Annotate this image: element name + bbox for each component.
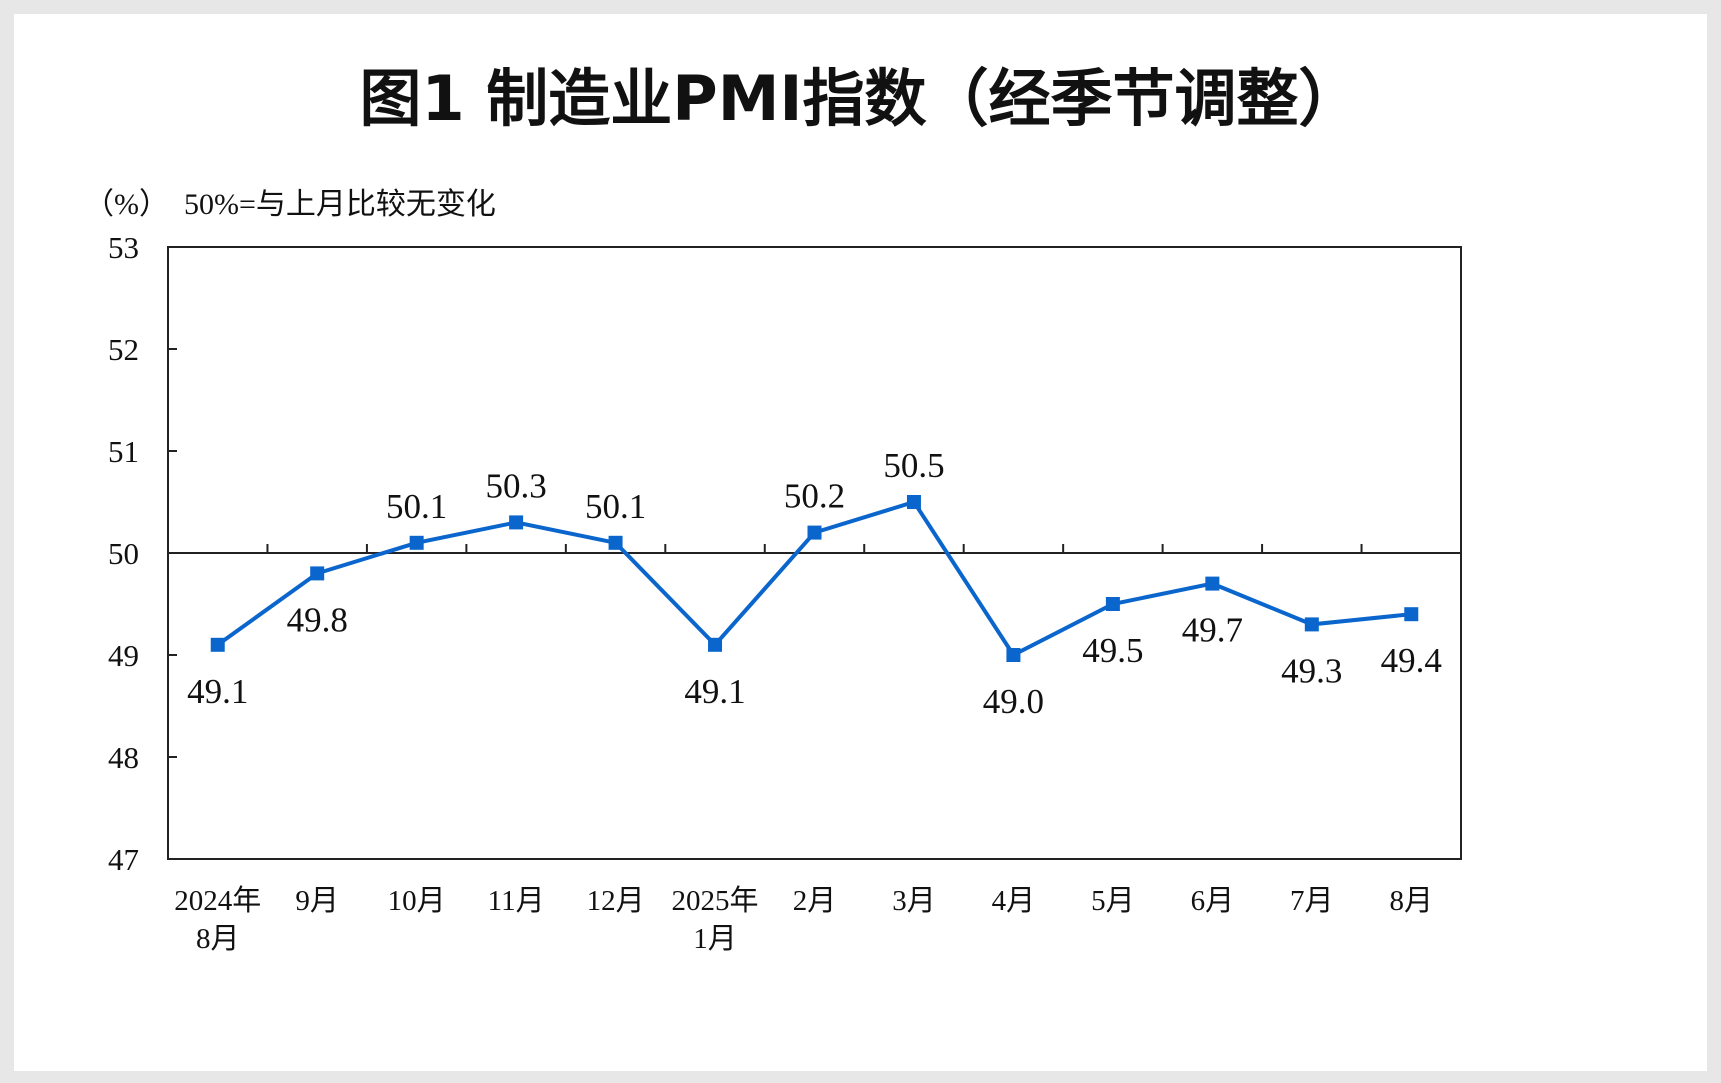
data-label: 50.1 bbox=[585, 487, 646, 526]
data-label: 49.7 bbox=[1182, 611, 1243, 650]
x-tick-label: 8月 bbox=[196, 923, 240, 955]
y-tick-label: 48 bbox=[108, 740, 139, 775]
x-tick-label: 1月 bbox=[693, 923, 737, 955]
data-point bbox=[708, 637, 723, 652]
y-tick-label: 52 bbox=[108, 332, 139, 367]
y-tick-label: 47 bbox=[108, 842, 139, 877]
data-point bbox=[608, 535, 623, 550]
x-tick-label: 11月 bbox=[488, 885, 545, 917]
x-tick-label: 2024年 bbox=[174, 884, 261, 917]
chart-card: 图1 制造业PMI指数（经季节调整） （%） 50%=与上月比较无变化 47 48… bbox=[14, 14, 1707, 1071]
y-tick-label: 50 bbox=[108, 536, 139, 571]
y-tick-label: 53 bbox=[108, 230, 139, 265]
x-tick-label: 2月 bbox=[793, 885, 837, 917]
data-point bbox=[1205, 576, 1220, 591]
data-point bbox=[509, 515, 524, 530]
data-label: 49.4 bbox=[1381, 641, 1442, 680]
data-label: 50.5 bbox=[883, 446, 944, 485]
x-tick-label: 5月 bbox=[1091, 885, 1135, 917]
x-tick-label: 3月 bbox=[892, 885, 936, 917]
data-point bbox=[409, 535, 424, 550]
data-point bbox=[1006, 648, 1021, 662]
data-point bbox=[1304, 617, 1319, 632]
data-point bbox=[1105, 597, 1120, 611]
data-label: 49.1 bbox=[684, 672, 745, 711]
y-tick-label: 51 bbox=[108, 434, 139, 469]
chart-title: 图1 制造业PMI指数（经季节调整） bbox=[360, 62, 1361, 135]
x-tick-label: 2025年 bbox=[672, 884, 759, 917]
data-label: 50.2 bbox=[784, 477, 845, 516]
data-label: 49.1 bbox=[187, 672, 248, 711]
data-label: 50.3 bbox=[485, 466, 546, 505]
plot-area: 47 48 49 50 51 52 53 49.1 49.8 50.1 50.3 50.1 49.1 50… bbox=[108, 230, 1462, 955]
x-tick-label: 6月 bbox=[1191, 885, 1235, 917]
data-label: 49.0 bbox=[983, 682, 1044, 721]
data-label: 49.3 bbox=[1281, 651, 1342, 690]
data-point bbox=[210, 637, 225, 652]
x-tick-label: 10月 bbox=[388, 885, 446, 917]
data-label: 49.8 bbox=[287, 600, 348, 639]
pmi-line-chart: 图1 制造业PMI指数（经季节调整） （%） 50%=与上月比较无变化 47 48… bbox=[84, 62, 1462, 955]
data-label: 50.1 bbox=[386, 487, 447, 526]
x-tick-label: 8月 bbox=[1390, 885, 1434, 917]
unit-note: （%） 50%=与上月比较无变化 bbox=[84, 188, 496, 221]
data-point bbox=[906, 495, 921, 509]
data-label: 49.5 bbox=[1082, 631, 1143, 670]
data-point bbox=[1404, 607, 1419, 622]
y-tick-label: 49 bbox=[108, 638, 139, 673]
x-tick-label: 12月 bbox=[587, 885, 645, 917]
data-point bbox=[310, 566, 325, 581]
data-point bbox=[807, 525, 822, 540]
x-tick-label: 4月 bbox=[992, 885, 1036, 917]
x-tick-label: 9月 bbox=[295, 885, 339, 917]
x-tick-label: 7月 bbox=[1290, 885, 1334, 917]
